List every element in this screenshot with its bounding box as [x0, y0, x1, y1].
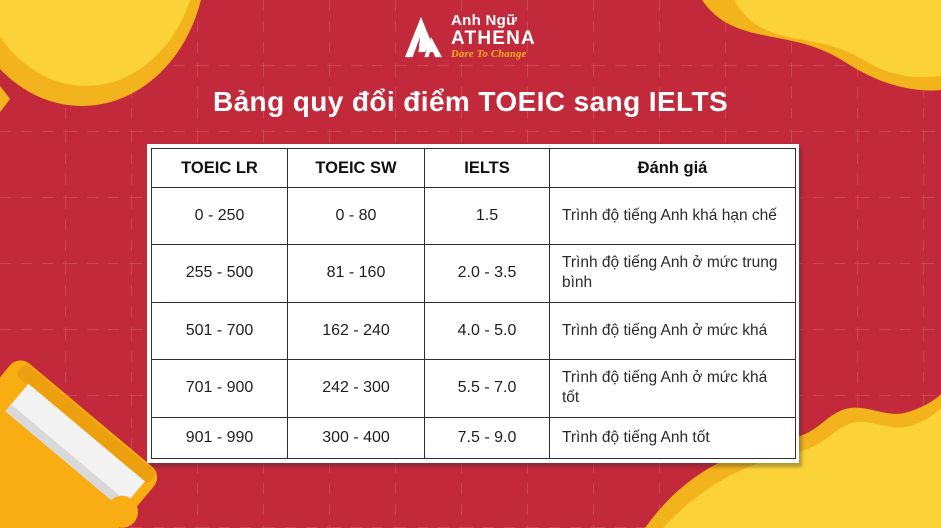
athena-logo-icon	[405, 16, 443, 58]
table-cell: 7.5 - 9.0	[424, 416, 550, 459]
table-cell: 0 - 250	[151, 187, 288, 245]
top-left-blob	[0, 0, 201, 106]
table-cell: 300 - 400	[287, 416, 425, 459]
column-header-danh-gia: Đánh giá	[549, 148, 796, 188]
table-cell: 1.5	[424, 187, 550, 245]
table-cell: 5.5 - 7.0	[424, 358, 550, 418]
left-edge-accent	[0, 86, 10, 112]
table-cell: 255 - 500	[151, 244, 288, 303]
column-header-toeic-lr: TOEIC LR	[151, 148, 288, 188]
table-cell: Trình độ tiếng Anh ở mức trung bình	[549, 244, 796, 303]
table-body: 0 - 250 0 - 80 1.5 Trình độ tiếng Anh khá h…	[151, 187, 796, 459]
table-cell: 501 - 700	[151, 301, 288, 360]
column-header-ielts: IELTS	[424, 148, 550, 188]
table-cell: Trình độ tiếng Anh khá hạn chế	[549, 187, 796, 245]
table-cell: 81 - 160	[287, 244, 425, 303]
conversion-table-card: TOEIC LR TOEIC SW IELTS Đánh giá 0 - 250…	[147, 144, 799, 463]
table-cell: Trình độ tiếng Anh ở mức khá	[549, 301, 796, 360]
table-cell: Trình độ tiếng Anh tốt	[549, 416, 796, 459]
table-cell: 4.0 - 5.0	[424, 301, 550, 360]
table-row: 701 - 900 242 - 300 5.5 - 7.0 Trình độ tiến…	[151, 358, 796, 418]
table-cell: 701 - 900	[151, 358, 288, 418]
table-cell: 901 - 990	[151, 416, 288, 459]
table-header-row: TOEIC LR TOEIC SW IELTS Đánh giá	[151, 148, 796, 188]
conversion-table: TOEIC LR TOEIC SW IELTS Đánh giá 0 - 250…	[151, 148, 796, 459]
brand-name-line1: Anh Ngữ	[451, 12, 518, 29]
table-row: 0 - 250 0 - 80 1.5 Trình độ tiếng Anh khá h…	[151, 187, 796, 245]
table-row: 901 - 990 300 - 400 7.5 - 9.0 Trình độ tiến…	[151, 416, 796, 459]
table-cell: 162 - 240	[287, 301, 425, 360]
table-cell: 0 - 80	[287, 187, 425, 245]
table-row: 255 - 500 81 - 160 2.0 - 3.5 Trình độ tiếng…	[151, 244, 796, 303]
column-header-toeic-sw: TOEIC SW	[287, 148, 425, 188]
table-cell: 2.0 - 3.5	[424, 244, 550, 303]
brand-tagline: Dare To Change	[451, 49, 527, 61]
table-cell: 242 - 300	[287, 358, 425, 418]
book-icon	[0, 360, 158, 528]
table-cell: Trình độ tiếng Anh ở mức khá tốt	[549, 358, 796, 418]
page-title: Bảng quy đổi điểm TOEIC sang IELTS	[212, 86, 729, 117]
top-right-wave	[702, 0, 941, 91]
brand-name-line2: ATHENA	[451, 27, 536, 49]
table-row: 501 - 700 162 - 240 4.0 - 5.0 Trình độ tiến…	[151, 301, 796, 360]
brand-logo: Anh Ngữ ATHENA Dare To Change	[0, 13, 941, 61]
